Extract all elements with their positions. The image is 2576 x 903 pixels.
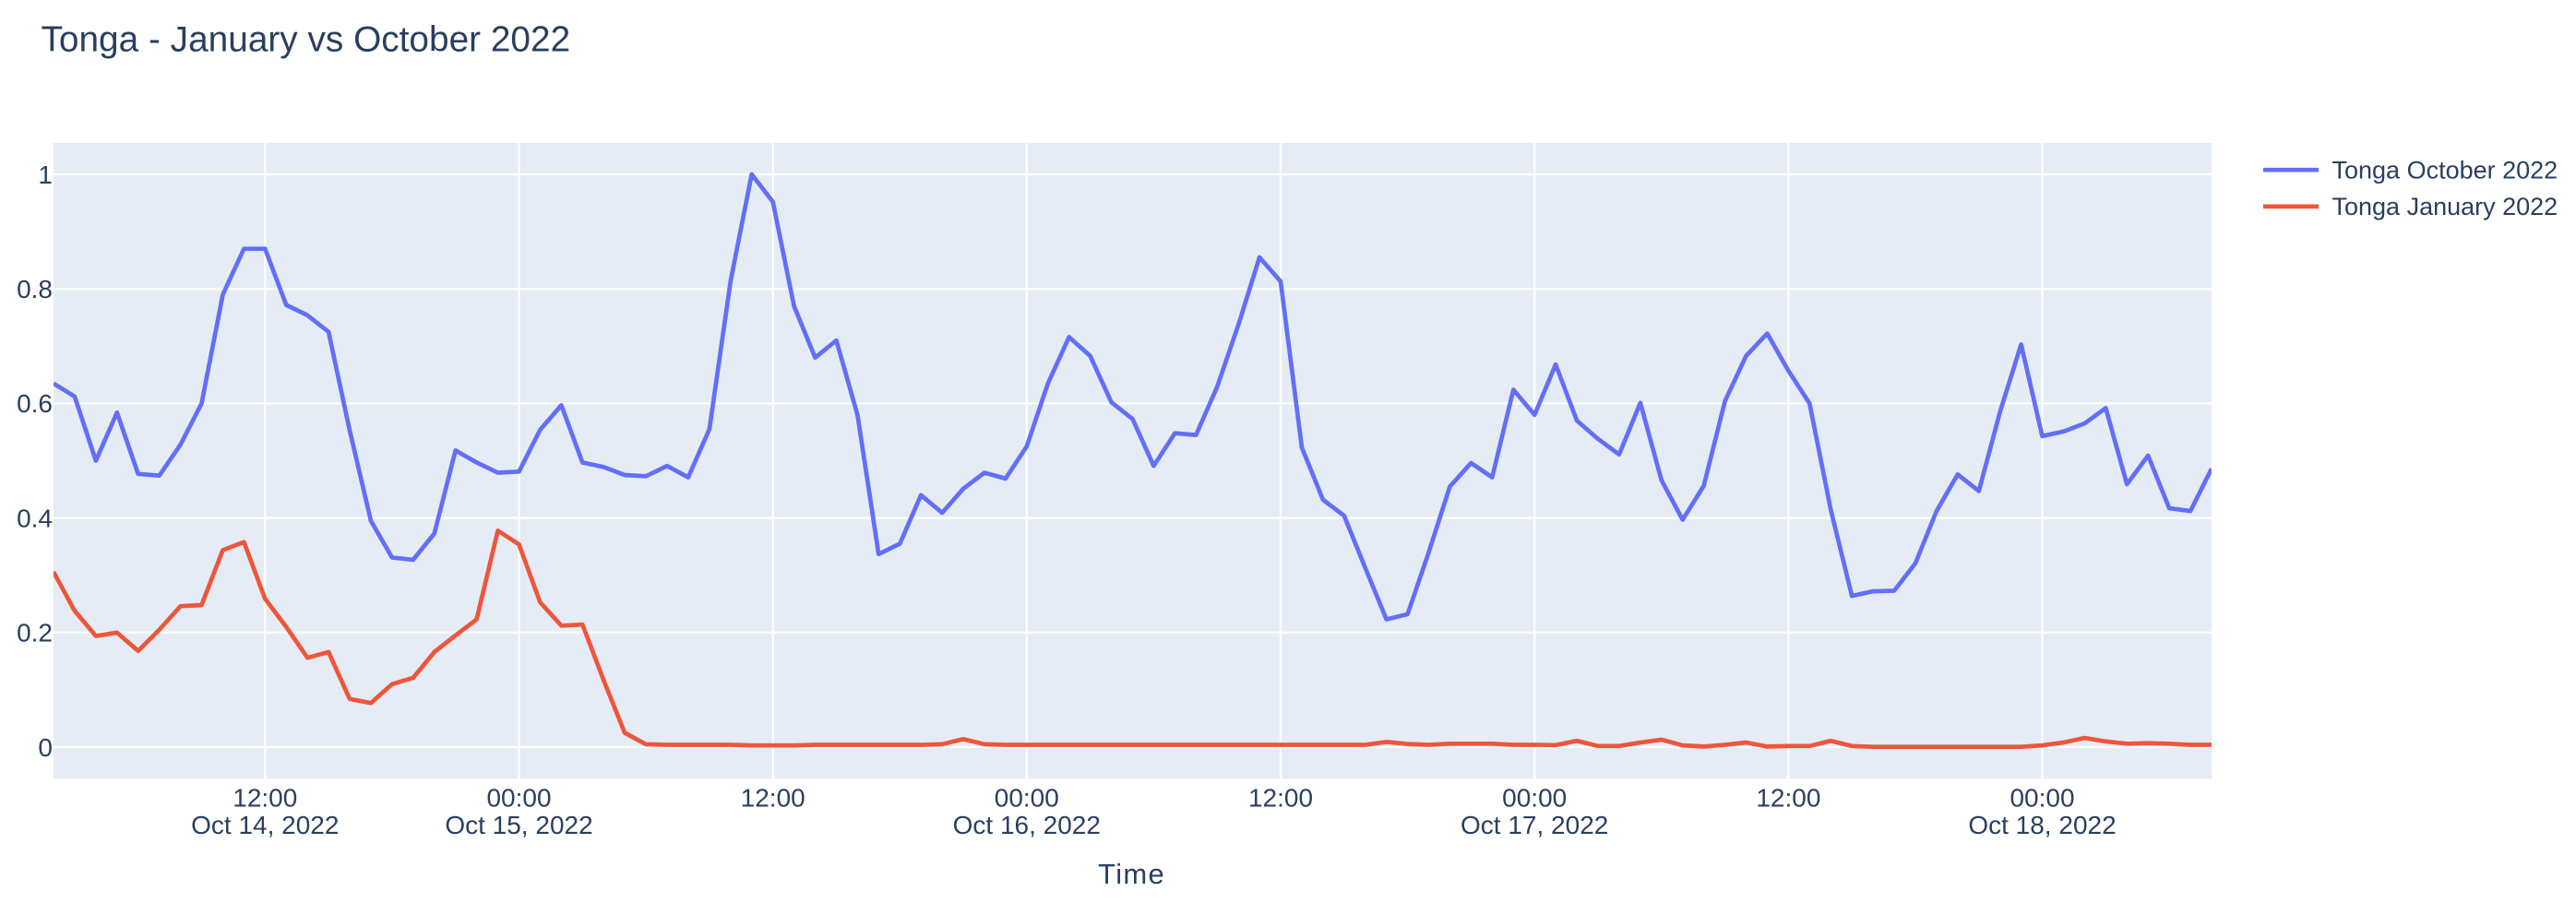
- svg-text:0.8: 0.8: [17, 275, 53, 303]
- svg-text:00:00: 00:00: [2010, 784, 2074, 813]
- svg-text:Tonga October 2022: Tonga October 2022: [2332, 156, 2558, 184]
- svg-text:Tonga January 2022: Tonga January 2022: [2332, 193, 2558, 220]
- svg-text:0.6: 0.6: [17, 389, 53, 418]
- svg-text:0.2: 0.2: [17, 619, 53, 648]
- svg-text:Oct 16, 2022: Oct 16, 2022: [953, 811, 1101, 839]
- svg-text:12:00: 12:00: [1756, 784, 1820, 813]
- svg-text:Oct 15, 2022: Oct 15, 2022: [445, 811, 592, 839]
- svg-text:00:00: 00:00: [1502, 784, 1567, 813]
- svg-text:12:00: 12:00: [1248, 784, 1313, 813]
- svg-text:Time: Time: [1098, 858, 1165, 890]
- svg-text:12:00: 12:00: [741, 784, 805, 813]
- svg-text:Tonga - January vs October 202: Tonga - January vs October 2022: [42, 20, 571, 60]
- svg-text:0: 0: [38, 733, 53, 762]
- svg-text:1: 1: [38, 160, 53, 189]
- svg-text:0.4: 0.4: [17, 504, 53, 532]
- svg-text:Oct 14, 2022: Oct 14, 2022: [191, 811, 339, 839]
- svg-text:00:00: 00:00: [486, 784, 551, 813]
- svg-text:00:00: 00:00: [995, 784, 1059, 813]
- svg-text:Oct 18, 2022: Oct 18, 2022: [1968, 811, 2116, 839]
- svg-text:Oct 17, 2022: Oct 17, 2022: [1461, 811, 1608, 839]
- svg-text:12:00: 12:00: [233, 784, 297, 813]
